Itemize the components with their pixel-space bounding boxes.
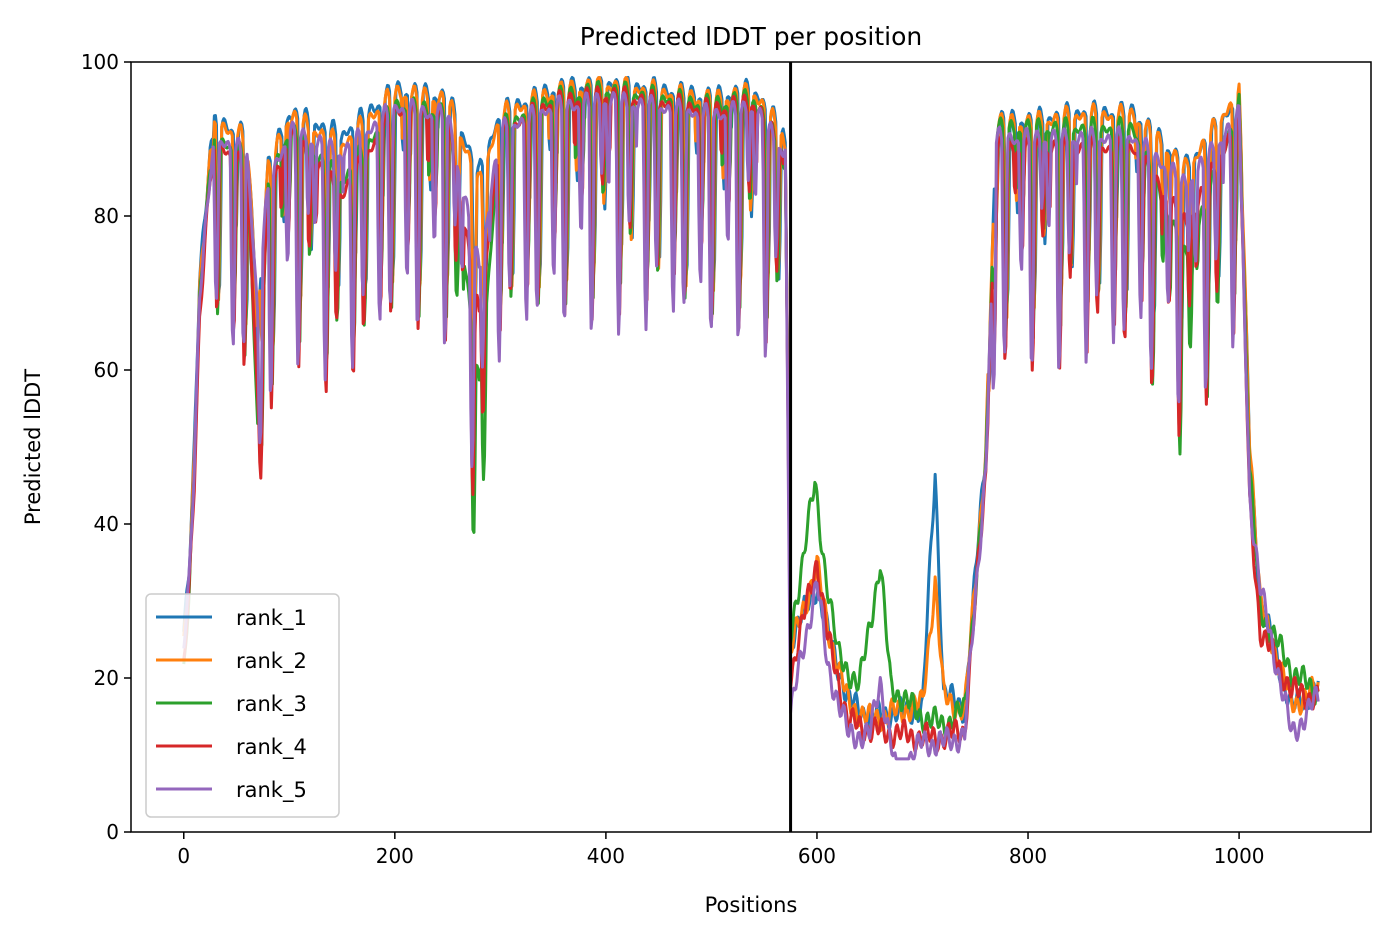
series-line-rank_5 (182, 91, 1320, 761)
legend-label-rank_4: rank_4 (236, 735, 307, 760)
y-axis: 0 20 40 60 80 100 (81, 50, 131, 844)
x-axis-label: Positions (705, 893, 798, 917)
x-axis: 0 200 400 600 800 1000 (177, 832, 1265, 868)
legend-label-rank_1: rank_1 (236, 606, 307, 631)
x-tick-label: 600 (798, 844, 836, 868)
x-tick-label: 0 (177, 844, 190, 868)
y-tick-label: 60 (94, 358, 119, 382)
y-axis-label: Predicted lDDT (21, 369, 45, 525)
x-tick-label: 200 (376, 844, 414, 868)
y-tick-label: 80 (94, 204, 119, 228)
x-tick-label: 400 (587, 844, 625, 868)
chart-title: Predicted lDDT per position (580, 22, 922, 51)
y-tick-label: 0 (106, 820, 119, 844)
y-tick-label: 40 (94, 512, 119, 536)
x-tick-label: 1000 (1214, 844, 1265, 868)
legend: rank_1 rank_2 rank_3 rank_4 rank_5 (145, 593, 340, 818)
legend-label-rank_3: rank_3 (236, 692, 307, 717)
legend-label-rank_2: rank_2 (236, 649, 307, 674)
series-layer (182, 75, 1320, 761)
legend-label-rank_5: rank_5 (236, 778, 307, 803)
x-tick-label: 800 (1009, 844, 1047, 868)
y-tick-label: 100 (81, 50, 119, 74)
y-tick-label: 20 (94, 666, 119, 690)
plot-frame (130, 61, 1372, 833)
legend-box (145, 593, 340, 818)
